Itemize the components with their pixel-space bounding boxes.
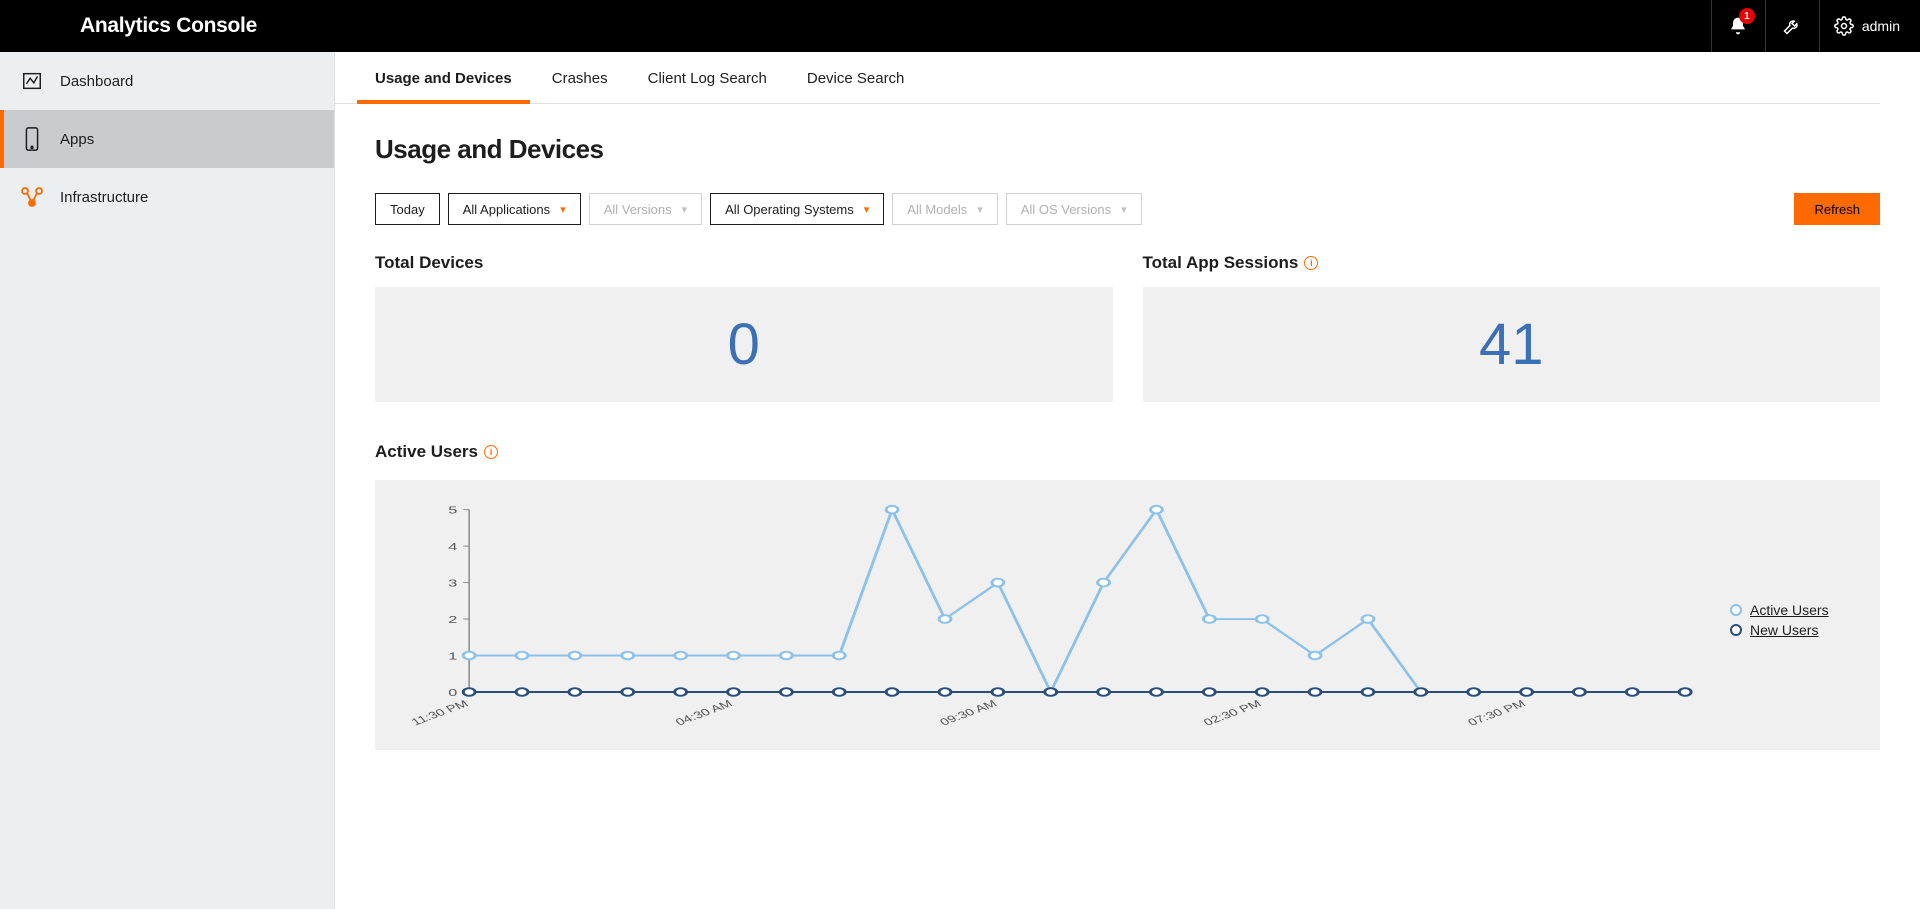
chart-active-users: Active Users i 0 1 2 3 4 5 11:30 PM 04:30 AM 09:…	[375, 442, 1880, 750]
notifications-button[interactable]: 1	[1711, 0, 1765, 52]
sidebar-item-label: Infrastructure	[60, 189, 148, 206]
apps-icon	[20, 127, 44, 151]
svg-text:07:30 PM: 07:30 PM	[1465, 698, 1528, 728]
metric-total-devices: Total Devices 0	[375, 253, 1113, 402]
main-content: Usage and Devices Crashes Client Log Sea…	[335, 52, 1920, 909]
tabs: Usage and Devices Crashes Client Log Sea…	[335, 52, 1880, 104]
chart-card: 0 1 2 3 4 5 11:30 PM 04:30 AM 09:30 AM 02:30 PM 07…	[375, 480, 1880, 750]
notification-badge: 1	[1739, 8, 1755, 24]
legend-label: Active Users	[1750, 602, 1829, 618]
metrics-row: Total Devices 0 Total App Sessions i 41	[375, 253, 1880, 402]
chevron-down-icon: ▾	[560, 203, 566, 216]
sidebar: Dashboard Apps Infrastructure	[0, 52, 335, 909]
page-title: Usage and Devices	[375, 134, 1880, 165]
gear-icon	[1834, 16, 1854, 36]
sidebar-item-label: Dashboard	[60, 73, 133, 90]
metric-label: Total App Sessions	[1143, 253, 1299, 273]
topbar: Analytics Console 1 admin	[0, 0, 1920, 52]
refresh-button[interactable]: Refresh	[1794, 193, 1880, 225]
user-label: admin	[1862, 18, 1900, 34]
legend-item-active-users[interactable]: Active Users	[1730, 602, 1860, 618]
filter-versions: All Versions ▾	[589, 193, 702, 225]
tab-crashes[interactable]: Crashes	[552, 70, 608, 103]
sidebar-item-infrastructure[interactable]: Infrastructure	[0, 168, 334, 226]
svg-text:02:30 PM: 02:30 PM	[1201, 698, 1264, 728]
filter-label: All Models	[907, 202, 967, 217]
info-icon[interactable]: i	[1304, 256, 1318, 270]
brand-title: Analytics Console	[0, 14, 257, 38]
svg-text:11:30 PM: 11:30 PM	[409, 698, 471, 727]
chevron-down-icon: ▾	[682, 203, 688, 216]
chevron-down-icon: ▾	[977, 203, 983, 216]
svg-text:2: 2	[448, 614, 457, 626]
wrench-icon	[1782, 16, 1802, 36]
filter-date[interactable]: Today	[375, 193, 440, 225]
legend-marker-icon	[1730, 624, 1742, 636]
svg-text:3: 3	[448, 577, 457, 589]
svg-text:5: 5	[448, 504, 457, 516]
tab-usage-devices[interactable]: Usage and Devices	[375, 70, 512, 103]
svg-text:04:30 AM: 04:30 AM	[673, 698, 736, 728]
filters-row: Today All Applications ▾ All Versions ▾ …	[375, 193, 1880, 225]
sidebar-item-apps[interactable]: Apps	[0, 110, 334, 168]
legend-item-new-users[interactable]: New Users	[1730, 622, 1860, 638]
legend-label: New Users	[1750, 622, 1818, 638]
chevron-down-icon: ▾	[1121, 203, 1127, 216]
filter-os-versions: All OS Versions ▾	[1006, 193, 1142, 225]
chart-plot: 0 1 2 3 4 5 11:30 PM 04:30 AM 09:30 AM 02:30 PM 07…	[395, 500, 1700, 740]
filter-label: All Applications	[463, 202, 550, 217]
filter-models: All Models ▾	[892, 193, 998, 225]
tools-button[interactable]	[1765, 0, 1819, 52]
metric-total-sessions: Total App Sessions i 41	[1143, 253, 1881, 402]
legend-marker-icon	[1730, 604, 1742, 616]
metric-value: 0	[728, 311, 760, 378]
sidebar-item-dashboard[interactable]: Dashboard	[0, 52, 334, 110]
sidebar-item-label: Apps	[60, 131, 94, 148]
filter-applications[interactable]: All Applications ▾	[448, 193, 581, 225]
tab-device-search[interactable]: Device Search	[807, 70, 905, 103]
metric-value: 41	[1479, 311, 1544, 378]
filter-label: Today	[390, 202, 425, 217]
dashboard-icon	[20, 69, 44, 93]
tab-client-log-search[interactable]: Client Log Search	[648, 70, 767, 103]
svg-text:09:30 AM: 09:30 AM	[937, 698, 1000, 728]
infrastructure-icon	[20, 185, 44, 209]
chart-legend: Active Users New Users	[1730, 500, 1860, 740]
svg-text:0: 0	[448, 687, 457, 699]
filter-os[interactable]: All Operating Systems ▾	[710, 193, 884, 225]
svg-text:4: 4	[448, 541, 457, 553]
filter-label: All OS Versions	[1021, 202, 1111, 217]
chart-title-label: Active Users	[375, 442, 478, 462]
user-menu[interactable]: admin	[1819, 0, 1920, 52]
topbar-actions: 1 admin	[1711, 0, 1920, 52]
metric-card: 41	[1143, 287, 1881, 402]
metric-card: 0	[375, 287, 1113, 402]
chevron-down-icon: ▾	[864, 203, 870, 216]
filter-label: All Versions	[604, 202, 672, 217]
metric-label: Total Devices	[375, 253, 483, 273]
svg-text:1: 1	[448, 650, 457, 662]
info-icon[interactable]: i	[484, 445, 498, 459]
filter-label: All Operating Systems	[725, 202, 854, 217]
